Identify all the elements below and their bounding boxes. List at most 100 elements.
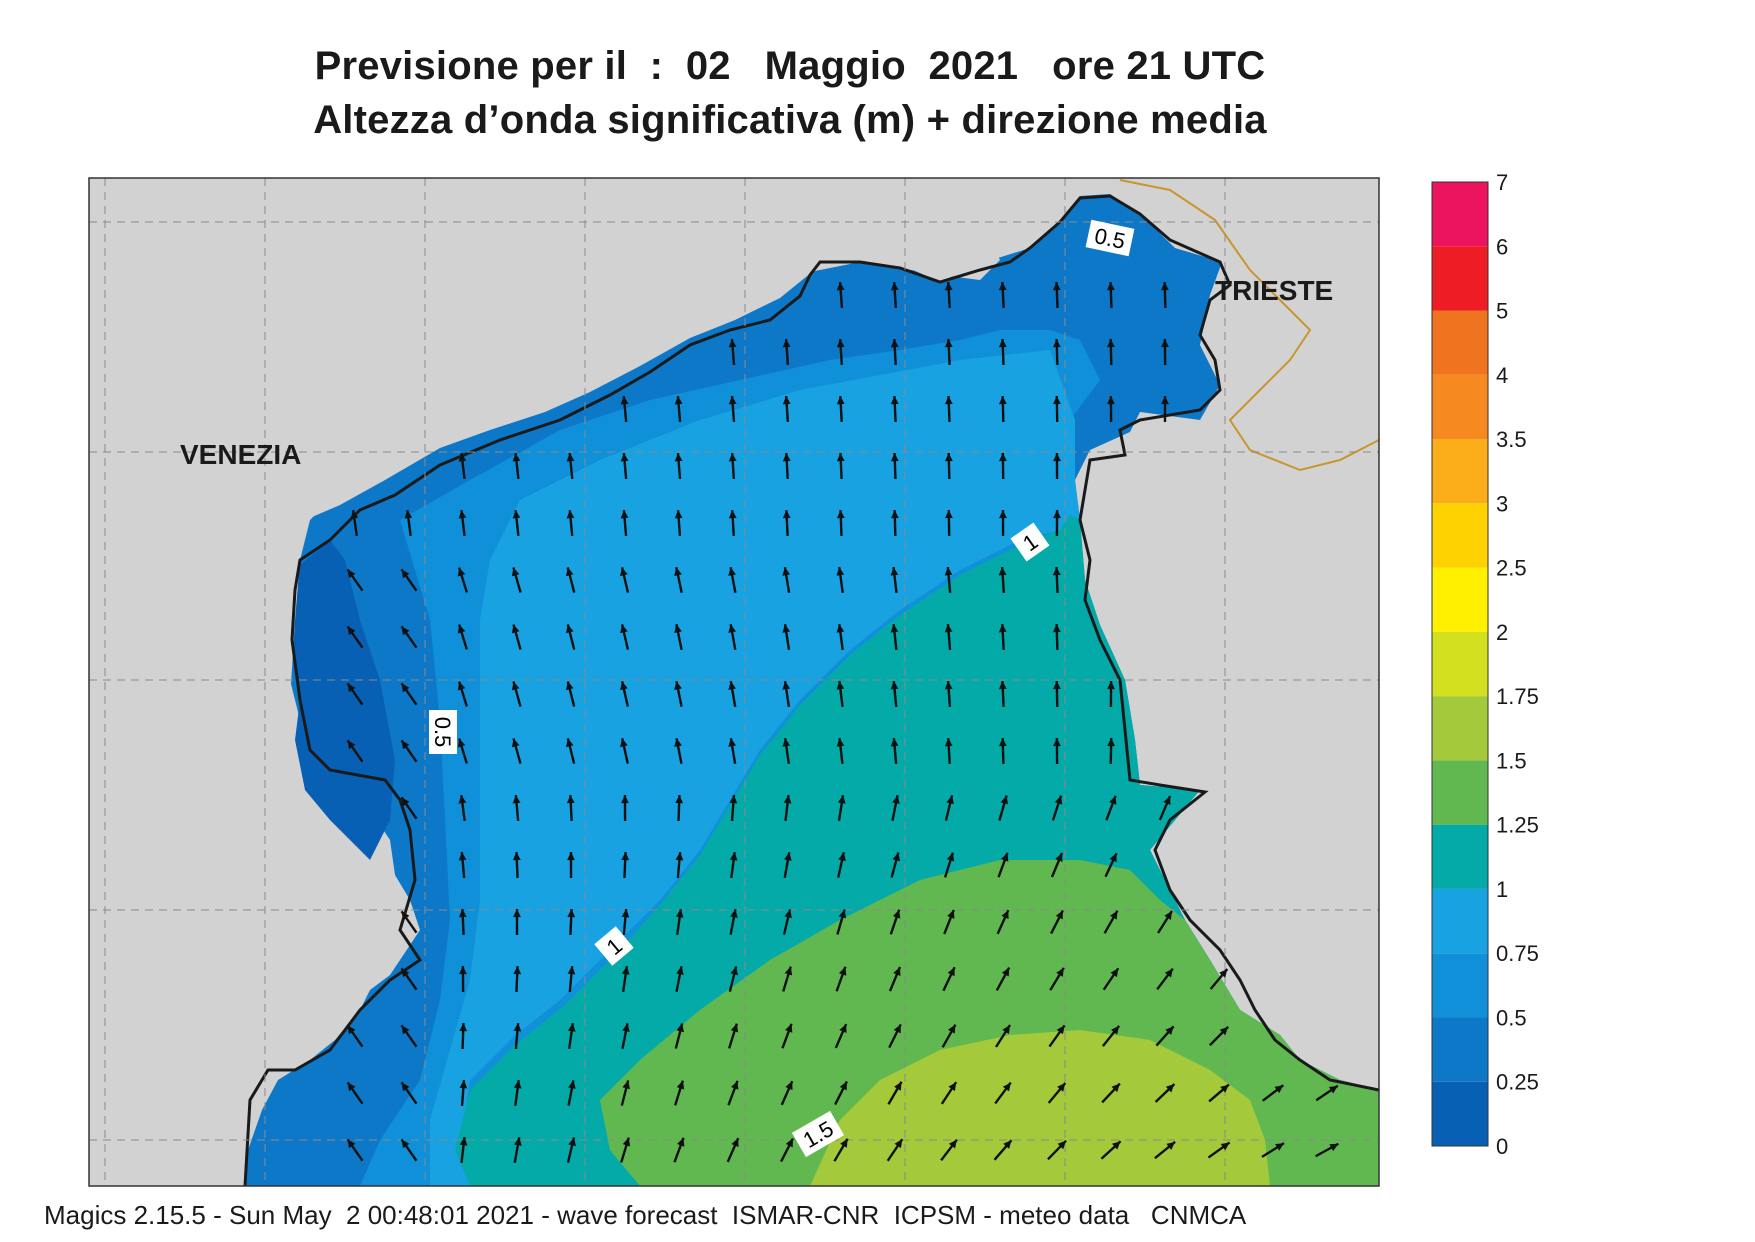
- wave-arrow: [944, 452, 953, 480]
- wave-arrow: [620, 1080, 630, 1106]
- wave-arrow: [511, 624, 522, 650]
- wave-arrow: [346, 625, 364, 649]
- wave-arrow: [727, 1080, 739, 1106]
- wave-arrow: [999, 509, 1007, 537]
- wave-arrow: [998, 680, 1007, 708]
- wave-arrow: [1261, 1142, 1285, 1158]
- legend-label: 0.5: [1496, 1005, 1527, 1030]
- wave-arrow: [836, 509, 845, 537]
- wave-arrow: [1101, 1025, 1121, 1047]
- wave-arrow: [944, 281, 953, 309]
- wave-arrow: [890, 395, 899, 423]
- wave-arrow: [567, 908, 576, 936]
- legend-swatch: [1432, 182, 1488, 247]
- wave-arrow: [782, 509, 791, 537]
- legend-label: 5: [1496, 299, 1508, 324]
- wave-arrow: [513, 1079, 522, 1107]
- wave-arrow: [674, 1023, 684, 1049]
- wave-arrow: [458, 509, 467, 537]
- wave-arrow: [944, 566, 953, 594]
- legend-label: 1.75: [1496, 684, 1539, 709]
- wave-arrow: [459, 1022, 468, 1050]
- wave-arrow: [888, 1023, 902, 1049]
- band-0-0.25: [292, 540, 395, 860]
- wave-arrow: [728, 680, 737, 708]
- wave-arrow: [1106, 338, 1115, 366]
- map-title: Previsione per il : 02 Maggio 2021 ore 2…: [314, 44, 1266, 88]
- wave-arrow: [782, 680, 791, 708]
- wave-arrow: [1049, 967, 1065, 991]
- place-label-venezia: VENEZIA: [180, 439, 301, 470]
- wave-arrow: [834, 1023, 848, 1049]
- wave-arrow: [729, 851, 738, 879]
- wave-arrow: [620, 1137, 631, 1163]
- wave-arrow: [673, 1137, 685, 1163]
- wave-arrow: [1208, 1083, 1230, 1103]
- wave-arrow: [1315, 1142, 1339, 1158]
- wave-arrow: [890, 338, 899, 366]
- wave-arrow: [998, 338, 1007, 366]
- wave-arrow: [944, 680, 953, 708]
- wave-arrow: [566, 452, 575, 480]
- wave-arrow: [1261, 1084, 1285, 1102]
- wave-arrow: [459, 1136, 468, 1164]
- wave-arrow: [512, 452, 521, 480]
- wave-arrow: [458, 851, 467, 879]
- wave-arrow: [729, 794, 738, 822]
- wave-arrow: [1315, 1084, 1339, 1102]
- legend-swatch: [1432, 567, 1488, 632]
- contour-label: 1: [1010, 522, 1050, 562]
- wave-arrow: [458, 908, 467, 936]
- wave-arrow: [1051, 795, 1063, 821]
- wave-arrow: [511, 567, 522, 593]
- legend-swatch: [1432, 439, 1488, 504]
- wave-arrow: [1107, 737, 1116, 765]
- wave-arrow: [728, 623, 737, 651]
- wave-arrow: [1107, 395, 1115, 423]
- legend-label: 6: [1496, 234, 1508, 259]
- wave-arrow: [400, 796, 418, 820]
- band-1.5-1.75: [810, 1030, 1270, 1186]
- contour-label: 1: [594, 926, 634, 966]
- wave-arrow: [998, 566, 1007, 594]
- wave-arrow: [998, 281, 1007, 309]
- wave-arrow: [728, 338, 737, 366]
- wave-arrow: [674, 452, 683, 480]
- wave-arrow: [836, 680, 845, 708]
- wave-arrow: [999, 452, 1007, 480]
- wave-arrow: [674, 681, 683, 707]
- wave-arrow: [566, 794, 575, 822]
- wave-arrow: [833, 1138, 849, 1162]
- legend-swatch: [1432, 953, 1488, 1018]
- wave-arrow: [890, 509, 899, 537]
- wave-arrow: [400, 967, 418, 991]
- wave-arrow: [890, 623, 899, 651]
- wave-arrow: [1050, 852, 1064, 878]
- wave-arrow: [620, 681, 630, 707]
- wave-arrow: [1050, 909, 1064, 935]
- wave-arrow: [994, 1081, 1012, 1105]
- wave-arrow: [836, 281, 845, 309]
- wave-arrow: [836, 623, 845, 651]
- wave-arrow: [620, 452, 629, 480]
- legend-swatch: [1432, 503, 1488, 568]
- wave-arrow: [513, 1136, 522, 1164]
- wave-arrow: [674, 738, 683, 764]
- wave-arrow: [782, 395, 791, 423]
- wave-arrow: [942, 966, 956, 992]
- wave-arrow: [728, 737, 737, 765]
- map-frame: [88, 177, 1380, 1187]
- wave-arrow: [1052, 566, 1061, 594]
- wave-arrow: [675, 794, 684, 822]
- wave-arrow: [512, 794, 521, 822]
- wave-arrow: [621, 1023, 630, 1049]
- wave-arrow: [1161, 338, 1169, 366]
- wave-arrow: [944, 338, 953, 366]
- wave-arrow: [835, 966, 847, 992]
- wave-arrow: [567, 965, 576, 993]
- wave-arrow: [998, 395, 1007, 423]
- legend-swatch: [1432, 824, 1488, 889]
- wave-arrow: [458, 452, 467, 480]
- wave-arrow: [728, 395, 737, 423]
- wave-arrow: [782, 566, 791, 594]
